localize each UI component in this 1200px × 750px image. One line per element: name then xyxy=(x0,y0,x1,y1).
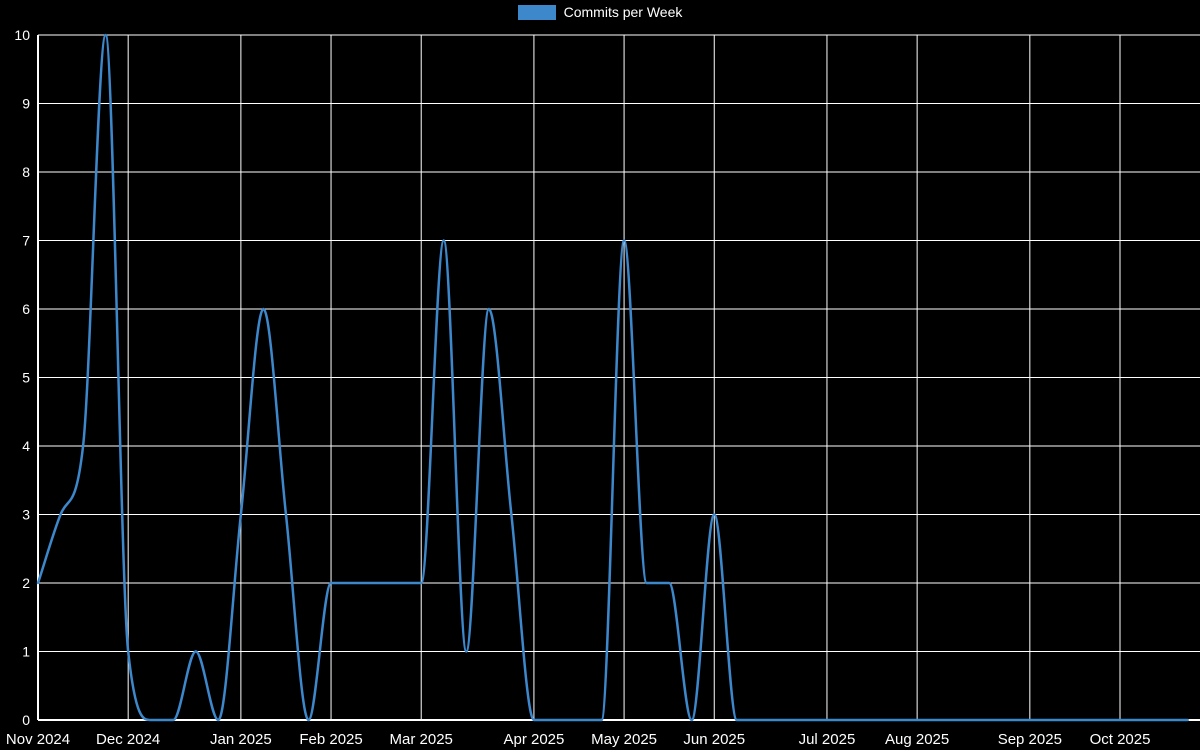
x-axis-tick-label: Jun 2025 xyxy=(683,731,745,748)
x-axis-tick-label: Sep 2025 xyxy=(998,731,1062,748)
y-axis-tick-label: 9 xyxy=(22,96,30,112)
chart-legend[interactable]: Commits per Week xyxy=(0,5,1200,20)
x-axis-tick-label: Oct 2025 xyxy=(1090,731,1151,748)
y-axis-tick-label: 8 xyxy=(22,164,30,180)
x-axis-tick-label: Jul 2025 xyxy=(799,731,856,748)
x-axis-tick-label: Jan 2025 xyxy=(210,731,272,748)
x-axis-tick-label: Nov 2024 xyxy=(6,731,70,748)
x-axis-tick-label: Dec 2024 xyxy=(96,731,160,748)
x-axis-tick-label: Mar 2025 xyxy=(390,731,453,748)
y-axis-tick-label: 1 xyxy=(22,644,30,660)
x-axis-tick-label: Feb 2025 xyxy=(299,731,362,748)
y-axis-tick-label: 10 xyxy=(14,27,30,43)
x-axis-tick-label: Apr 2025 xyxy=(503,731,564,748)
y-axis-tick-label: 6 xyxy=(22,301,30,317)
y-axis-tick-label: 5 xyxy=(22,370,30,386)
y-axis-tick-label: 7 xyxy=(22,233,30,249)
x-axis-tick-label: May 2025 xyxy=(591,731,657,748)
y-axis-tick-label: 3 xyxy=(22,507,30,523)
legend-swatch-commits-per-week xyxy=(517,5,556,20)
y-axis-tick-label: 0 xyxy=(22,712,30,728)
legend-label-commits-per-week: Commits per Week xyxy=(563,4,683,20)
y-axis-tick-label: 4 xyxy=(22,438,30,454)
y-axis-tick-label: 2 xyxy=(22,575,30,591)
x-axis-tick-label: Aug 2025 xyxy=(885,731,949,748)
commits-line-series xyxy=(36,33,1189,722)
